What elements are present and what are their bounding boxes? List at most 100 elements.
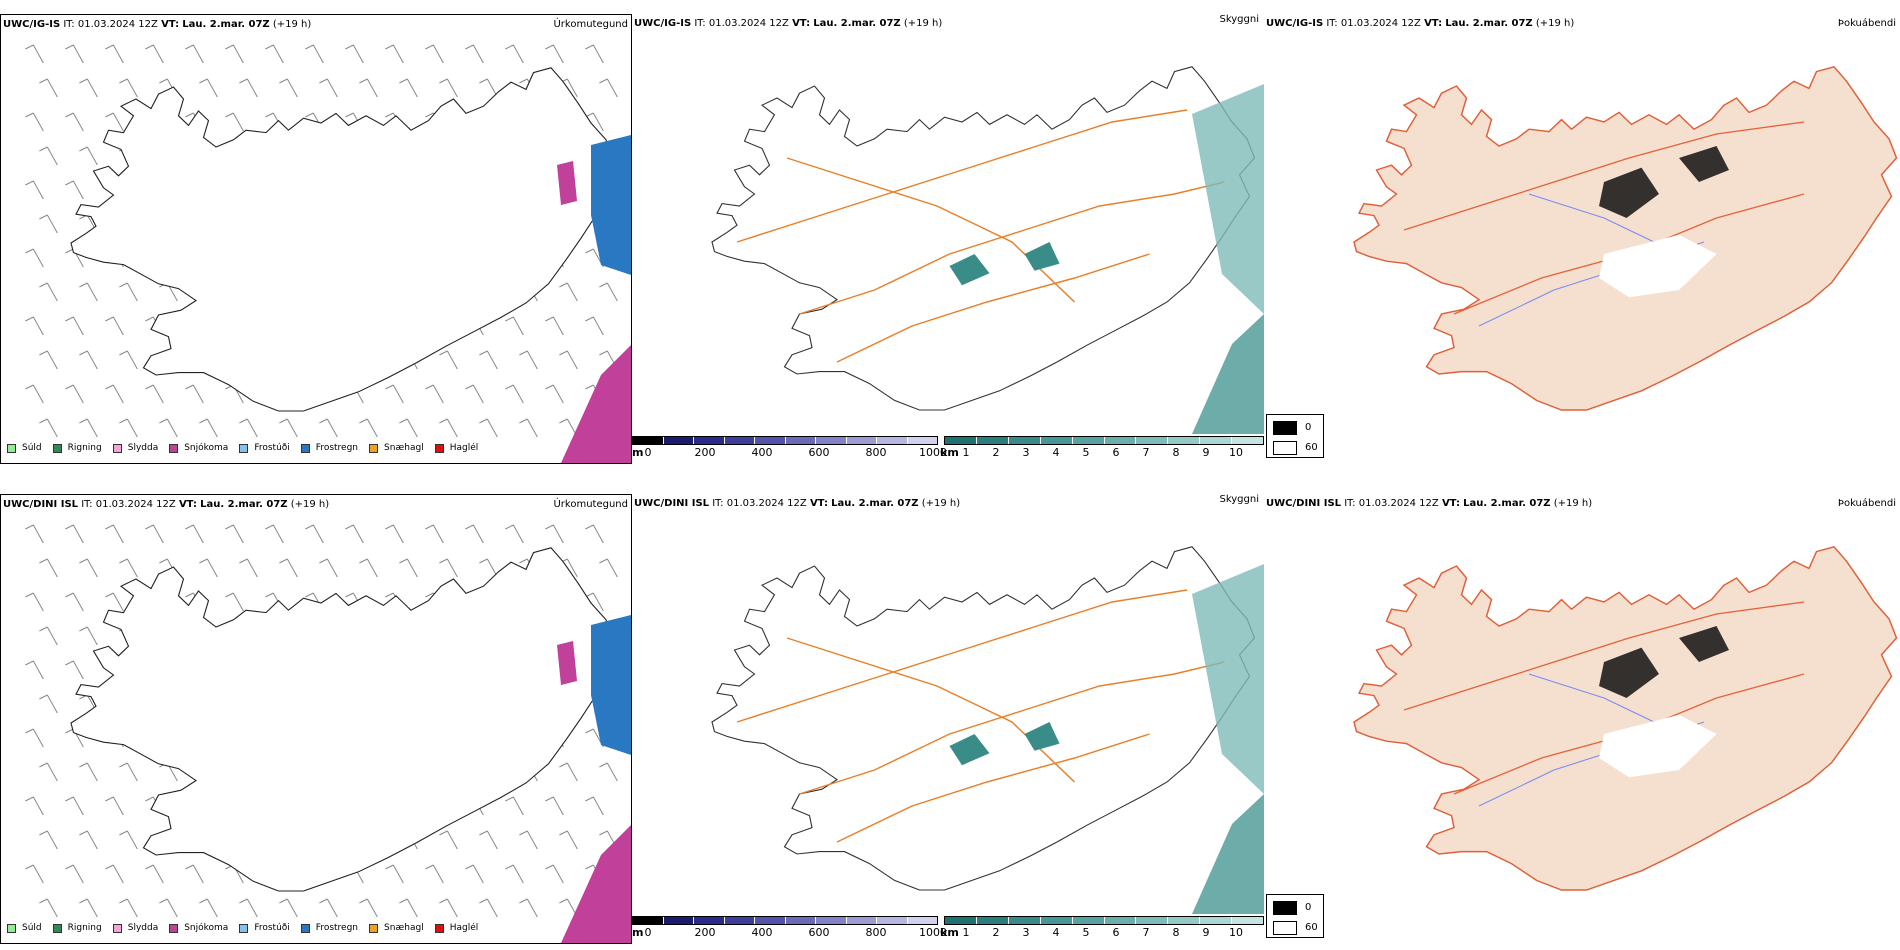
colorbar-cell — [945, 437, 977, 444]
wind-barb — [185, 524, 204, 544]
wind-barb — [585, 796, 604, 816]
fog-legend-swatch — [1273, 901, 1297, 915]
wind-barb — [559, 350, 578, 370]
colorbar-cell — [755, 437, 786, 444]
wind-barb — [105, 44, 124, 64]
colorbar-cell — [633, 917, 664, 924]
wind-barb — [279, 78, 298, 98]
wind-barb — [25, 660, 44, 680]
colorbar-cell — [1040, 917, 1073, 924]
colorbar-cell — [1200, 917, 1233, 924]
legend-item: Slydda — [112, 923, 159, 933]
fog-panel-title: Þokuábendi — [1837, 498, 1896, 509]
legend-swatch — [239, 443, 249, 453]
fog-index-panel: UWC/IG-IS IT: 01.03.2024 12Z VT: Lau. 2.… — [1264, 14, 1900, 464]
legend-item: Frostúði — [239, 923, 290, 933]
valid-time-label: VT: — [792, 18, 811, 29]
wind-barb — [65, 864, 84, 884]
iceland-fog-map — [1353, 65, 1898, 411]
wind-barb — [319, 558, 338, 578]
precip-map — [25, 524, 631, 943]
low-visibility-area — [949, 242, 1060, 286]
wind-barb — [185, 864, 204, 884]
visibility-tick: 2 — [992, 446, 1000, 459]
elevation-colorbar — [632, 436, 938, 445]
legend-swatch — [112, 443, 122, 453]
visibility-tick: 8 — [1172, 446, 1180, 459]
frostregn-area — [591, 615, 631, 755]
fog-legend-label: 0 — [1305, 422, 1312, 433]
wind-barb — [79, 830, 98, 850]
wind-barb — [545, 44, 564, 64]
wind-barb — [25, 384, 44, 404]
init-time: 01.03.2024 12Z — [77, 19, 158, 30]
wind-barb — [65, 592, 84, 612]
colorbar-cell — [724, 437, 755, 444]
colorbar-cell — [1168, 437, 1201, 444]
legend-label: Rigning — [67, 923, 102, 933]
colorbar-cell — [816, 917, 847, 924]
wind-barb — [305, 524, 324, 544]
wind-barb — [159, 418, 178, 438]
wind-barb — [225, 524, 244, 544]
colorbar-cell — [846, 917, 877, 924]
legend-label: Frostregn — [315, 923, 359, 933]
wind-barb — [439, 78, 458, 98]
elevation-tick: 0 — [644, 926, 652, 939]
colorbar-cell — [945, 917, 977, 924]
legend-label: Snæhagl — [384, 443, 424, 453]
snjokoma-area — [557, 161, 577, 205]
wind-barb — [119, 350, 138, 370]
elevation-tick: 1000 — [919, 446, 947, 459]
fog-legend-swatch — [1273, 421, 1297, 435]
legend-label: Slydda — [127, 923, 159, 933]
wind-barb — [39, 694, 58, 714]
legend-item: Snjókoma — [169, 923, 228, 933]
wind-barb — [239, 558, 258, 578]
legend-swatch — [300, 923, 310, 933]
colorbar-cell — [846, 437, 877, 444]
wind-barb — [359, 898, 378, 918]
legend-label: Rigning — [67, 443, 102, 453]
init-time-label: IT: — [63, 19, 75, 30]
iceland-fog-map — [1353, 545, 1898, 891]
legend-swatch — [369, 923, 379, 933]
panel-header: UWC/IG-IS IT: 01.03.2024 12Z VT: Lau. 2.… — [634, 18, 942, 29]
elevation-tick: 600 — [808, 446, 830, 459]
visibility-tick: 1 — [962, 446, 970, 459]
elevation-tick: 800 — [865, 926, 887, 939]
visibility-tick: 3 — [1022, 926, 1030, 939]
precip-type-panel: UWC/DINI ISL IT: 01.03.2024 12Z VT: Lau.… — [0, 494, 632, 944]
init-time-label: IT: — [694, 18, 706, 29]
model-name: UWC/DINI ISL — [1266, 498, 1342, 509]
wind-barb — [425, 44, 444, 64]
wind-barb — [385, 524, 404, 544]
colorbar-cell — [1008, 917, 1041, 924]
wind-barb — [265, 44, 284, 64]
legend-label: Súld — [22, 923, 42, 933]
lead-time: (+19 h) — [1535, 18, 1575, 29]
colorbar-cell — [907, 917, 937, 924]
wind-barb — [119, 418, 138, 438]
wind-barb — [25, 44, 44, 64]
wind-barb — [425, 384, 444, 404]
wind-barb — [425, 864, 444, 884]
panel-header: UWC/IG-IS IT: 01.03.2024 12Z VT: Lau. 2.… — [3, 19, 311, 30]
wind-barb — [505, 524, 524, 544]
panel-header: UWC/DINI ISL IT: 01.03.2024 12Z VT: Lau.… — [634, 498, 960, 509]
wind-barb — [399, 558, 418, 578]
wind-barb — [25, 728, 44, 748]
colorbar-cell — [1136, 917, 1169, 924]
precip-legend: Súld Rigning Slydda Snjókoma Frostúði Frostre… — [7, 443, 478, 453]
iceland-coastline — [70, 547, 615, 892]
legend-swatch — [7, 923, 16, 933]
legend-swatch — [434, 443, 444, 453]
visibility-map — [711, 546, 1264, 914]
colorbar-cell — [877, 917, 908, 924]
glacier-area — [1599, 714, 1717, 778]
elevation-colorbar — [632, 916, 938, 925]
legend-swatch — [112, 923, 122, 933]
wind-barb — [79, 350, 98, 370]
elevation-unit: m — [632, 926, 644, 939]
fog-legend-label: 60 — [1305, 922, 1318, 933]
